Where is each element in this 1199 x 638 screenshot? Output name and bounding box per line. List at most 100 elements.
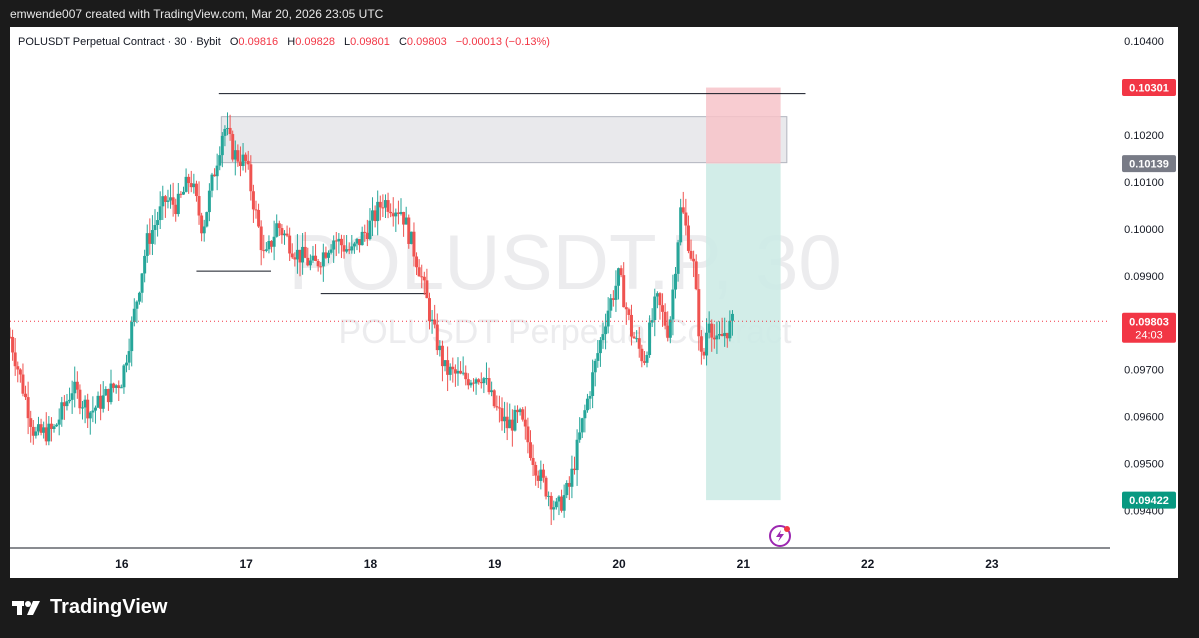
time-axis[interactable]: 16 17 18 19 20 21 22 23 bbox=[115, 557, 999, 571]
price-axis[interactable]: 0.10400 0.10200 0.10100 0.10000 0.09900 0.097… bbox=[1122, 36, 1176, 517]
candle-body bbox=[169, 197, 173, 201]
last-price-badge: 0.09803 bbox=[1129, 316, 1169, 328]
price-chart[interactable]: POLUSDT.P, 30 POLUSDT Perpetual Contract… bbox=[10, 27, 1178, 578]
candle-body bbox=[500, 408, 504, 422]
candle-body bbox=[125, 362, 129, 366]
candle-body bbox=[75, 381, 79, 390]
candle-body bbox=[65, 401, 69, 407]
candle-body bbox=[36, 424, 40, 432]
time-tick-label: 20 bbox=[612, 557, 626, 571]
candle-body bbox=[112, 383, 116, 388]
candle-series[interactable] bbox=[10, 112, 734, 525]
candle-body bbox=[433, 319, 437, 325]
candle-body bbox=[699, 336, 703, 352]
candle-body bbox=[575, 439, 579, 471]
candle-body bbox=[645, 354, 649, 363]
candle-body bbox=[282, 233, 286, 236]
candle-body bbox=[655, 293, 659, 297]
last-price-badge-countdown: 24:03 bbox=[1135, 329, 1163, 341]
candle-body bbox=[671, 289, 675, 320]
candle-body bbox=[567, 482, 571, 487]
candle-body bbox=[451, 366, 455, 370]
candle-body bbox=[642, 361, 646, 363]
candle-body bbox=[487, 378, 491, 393]
time-tick-label: 19 bbox=[488, 557, 502, 571]
candle-body bbox=[308, 260, 312, 266]
candle-body bbox=[415, 256, 419, 268]
candle-body bbox=[728, 320, 732, 339]
candle-body bbox=[249, 164, 253, 192]
legend-change: −0.00013 (−0.13%) bbox=[456, 36, 550, 48]
candle-body bbox=[301, 246, 305, 263]
candle-body bbox=[213, 174, 217, 177]
candle-body bbox=[316, 260, 320, 267]
candle-body bbox=[694, 261, 698, 290]
lightning-icon[interactable] bbox=[769, 525, 791, 547]
candle-body bbox=[402, 211, 406, 225]
candle-body bbox=[386, 200, 390, 212]
last-price-badge-bg bbox=[1122, 312, 1176, 343]
time-tick-label: 17 bbox=[239, 557, 253, 571]
candle-body bbox=[122, 365, 126, 388]
candle-body bbox=[573, 468, 577, 471]
candle-body bbox=[62, 402, 66, 407]
candle-body bbox=[534, 464, 538, 476]
candle-body bbox=[93, 407, 97, 411]
candle-body bbox=[689, 250, 693, 259]
candle-body bbox=[91, 410, 95, 413]
target-price-badge-bg bbox=[1122, 491, 1176, 509]
candle-body bbox=[637, 338, 641, 349]
candle-body bbox=[18, 369, 22, 375]
candle-body bbox=[544, 477, 548, 497]
candle-body bbox=[554, 501, 558, 508]
candle-body bbox=[539, 469, 543, 481]
candle-body bbox=[477, 379, 481, 383]
candle-body bbox=[31, 426, 35, 436]
candle-body bbox=[60, 402, 64, 420]
candle-body bbox=[137, 292, 141, 302]
candle-body bbox=[640, 348, 644, 362]
candle-body bbox=[145, 233, 149, 256]
candle-body bbox=[371, 210, 375, 221]
candle-body bbox=[358, 239, 362, 246]
candle-body bbox=[184, 176, 188, 192]
candle-body bbox=[389, 211, 393, 214]
candle-body bbox=[339, 238, 343, 246]
price-tick-label: 0.09700 bbox=[1124, 365, 1164, 377]
legend-low: 0.09801 bbox=[350, 36, 390, 48]
candle-body bbox=[210, 174, 214, 191]
candle-body bbox=[174, 204, 178, 215]
candle-body bbox=[246, 160, 250, 165]
candle-body bbox=[412, 231, 416, 257]
time-tick-label: 22 bbox=[861, 557, 875, 571]
candle-body bbox=[585, 398, 589, 411]
candle-body bbox=[254, 209, 258, 211]
candle-body bbox=[723, 332, 727, 337]
chart-frame: POLUSDT.P, 30 POLUSDT Perpetual Contract… bbox=[10, 27, 1178, 578]
candle-body bbox=[166, 200, 170, 202]
candle-body bbox=[448, 366, 452, 375]
candle-body bbox=[34, 431, 38, 436]
candle-body bbox=[334, 240, 338, 242]
candle-body bbox=[580, 418, 584, 433]
candle-body bbox=[710, 323, 714, 338]
candle-body bbox=[443, 360, 447, 367]
candle-body bbox=[505, 416, 509, 429]
entry-price-badge-bg bbox=[1122, 155, 1176, 173]
candle-body bbox=[490, 390, 494, 393]
candle-body bbox=[251, 191, 255, 210]
candle-body bbox=[668, 319, 672, 338]
candle-body bbox=[484, 378, 488, 380]
brand-footer: TradingView bbox=[12, 596, 167, 619]
candle-body bbox=[604, 326, 608, 335]
candle-body bbox=[521, 409, 525, 420]
price-tick-label: 0.09900 bbox=[1124, 271, 1164, 283]
candle-body bbox=[516, 409, 520, 413]
candle-body bbox=[140, 273, 144, 293]
candle-body bbox=[288, 235, 292, 254]
price-tick-label: 0.09500 bbox=[1124, 459, 1164, 471]
candle-body bbox=[593, 360, 597, 373]
candle-body bbox=[376, 201, 380, 222]
time-tick-label: 23 bbox=[985, 557, 999, 571]
candle-body bbox=[588, 396, 592, 399]
